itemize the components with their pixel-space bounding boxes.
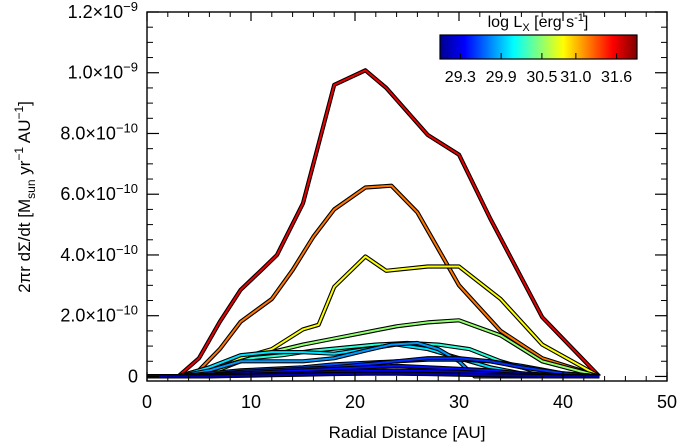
tick-labels: 0 10 20 30 40 50 0 2.0×10−10 4.0×10−10 6.0×10−10 8… — [60, 0, 677, 412]
y-tick-label: 1.2×10−9 — [68, 0, 138, 22]
series-core — [147, 184, 600, 378]
y-tick-label: 4.0×10−10 — [60, 242, 138, 265]
x-tick-label: 0 — [142, 392, 152, 412]
x-axis-title: Radial Distance [AU] — [329, 423, 486, 442]
series-core — [147, 69, 601, 378]
colorbar-gradient — [439, 34, 638, 60]
y-tick-label: 0 — [128, 366, 138, 386]
series-core — [147, 372, 600, 378]
y-tick-label: 8.0×10−10 — [60, 120, 138, 143]
series-core — [147, 255, 600, 378]
colorbar-tick-label: 29.9 — [486, 69, 517, 86]
colorbar-title: log LX [erg s-1] — [488, 12, 589, 34]
x-tick-label: 10 — [241, 392, 261, 412]
series-line — [147, 183, 601, 379]
y-tick-label: 2.0×10−10 — [60, 303, 138, 326]
x-tick-label: 30 — [449, 392, 469, 412]
axes — [146, 11, 668, 382]
series-outline — [147, 254, 601, 379]
colorbar-tick-label: 31.0 — [560, 69, 591, 86]
colorbar-tick-label: 30.5 — [526, 69, 557, 86]
y-axis-title: 2πr dΣ/dt [Msun yr−1 AU−1] — [12, 101, 38, 293]
y-tick-label: 6.0×10−10 — [60, 181, 138, 204]
colorbar-tick-label: 29.3 — [445, 69, 476, 86]
series-line — [147, 68, 601, 379]
series-line — [147, 254, 601, 379]
colorbar: log LX [erg s-1] 29.3 29.9 30.5 31.0 31.6 — [439, 12, 638, 86]
series-line — [147, 371, 600, 379]
colorbar-tick-label: 31.6 — [601, 69, 632, 86]
x-tick-label: 20 — [345, 392, 365, 412]
y-tick-label: 1.0×10−9 — [68, 60, 138, 83]
series-layer — [147, 68, 601, 379]
colorbar-ticks: 29.3 29.9 30.5 31.0 31.6 — [445, 53, 632, 86]
x-tick-label: 50 — [657, 392, 677, 412]
plot-frame — [146, 11, 668, 382]
x-tick-label: 40 — [553, 392, 573, 412]
